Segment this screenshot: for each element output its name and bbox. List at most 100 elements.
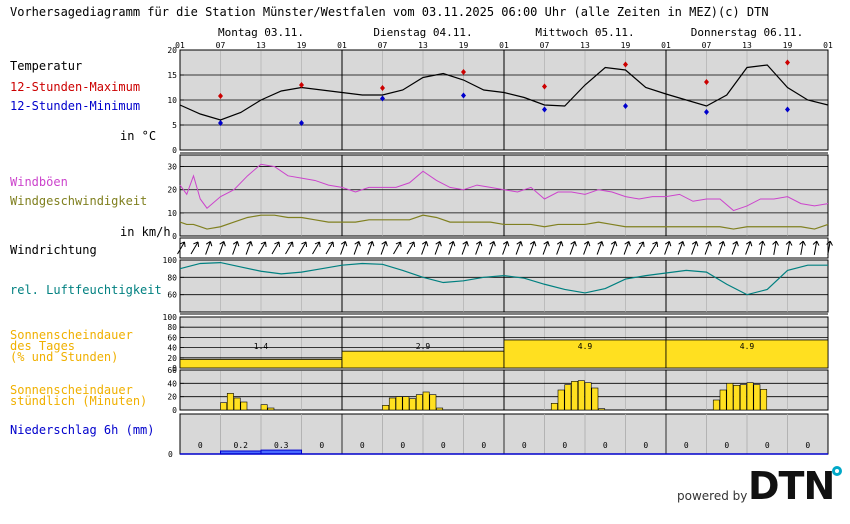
wind-direction-arrow-shape <box>406 241 416 255</box>
temperature-y-tick-label: 5 <box>172 121 177 130</box>
wind-direction-arrow-shape <box>367 241 375 255</box>
dtn-logo-dot-icon <box>832 466 842 476</box>
tmax-marker <box>785 59 790 66</box>
wind-direction-arrow-shape <box>664 241 672 255</box>
wind-direction-arrow <box>772 240 779 255</box>
hour-tick-label: 13 <box>418 41 428 50</box>
sun-hourly-bar <box>388 397 396 411</box>
wind-direction-arrow-shape <box>731 241 739 255</box>
label-sonne-std-2: stündlich (Minuten) <box>10 394 147 408</box>
wind-direction-arrow-shape <box>529 241 537 255</box>
tmin-marker <box>461 92 466 99</box>
wind-direction-arrow-shape <box>461 241 469 255</box>
sun-hourly-y-tick-label: 60 <box>167 366 177 375</box>
hour-tick-label: 07 <box>702 41 712 50</box>
wind-direction-arrow <box>731 241 739 255</box>
tmax-marker <box>299 82 304 88</box>
hour-tick-label: 19 <box>459 41 469 50</box>
wind-direction-arrow <box>556 241 564 255</box>
precip-value-label: 0 <box>805 441 810 450</box>
wind-direction-arrow-shape <box>649 241 659 255</box>
wind-direction-arrow-shape <box>718 241 726 255</box>
sun-daily-y-tick-label: 20 <box>167 354 177 363</box>
hour-tick-label: 01 <box>499 41 509 50</box>
wind-direction-arrow-shape <box>488 241 496 255</box>
day-header: Montag 03.11. <box>218 26 304 39</box>
sun-hourly-bar <box>733 385 741 411</box>
label-tmin: 12-Stunden-Minimum <box>10 99 140 113</box>
wind-direction-arrow-shape <box>596 241 604 255</box>
wind-direction-arrow-shape <box>245 241 253 255</box>
sun-hourly-bar <box>726 383 734 411</box>
wind-direction-arrow <box>298 241 308 255</box>
dtn-logo-text: DTN <box>748 464 835 508</box>
wind-direction-arrow-shape <box>312 241 321 255</box>
hour-tick-label: 19 <box>297 41 307 50</box>
sun-hourly-bar <box>226 393 234 411</box>
wind-direction-arrow-shape <box>610 241 618 255</box>
wind-direction-arrow <box>691 241 699 255</box>
wind-direction-arrow-shape <box>636 241 645 255</box>
wind-y-tick-label: 0 <box>172 232 177 241</box>
precip-value-label: 0 <box>603 441 608 450</box>
sun-hourly-bar <box>233 397 241 411</box>
wind-direction-arrow <box>515 241 523 255</box>
wind-direction-arrow-shape <box>434 241 442 255</box>
sun-daily-y-tick-label: 0 <box>172 364 177 373</box>
sun-hourly-bar <box>753 384 761 411</box>
precip-value-label: 0 <box>481 441 486 450</box>
tmin-marker <box>623 103 628 109</box>
wind-direction-arrow <box>502 241 510 255</box>
sun-hourly-bar <box>395 396 403 411</box>
label-sonne-tag-3: (% und Stunden) <box>10 350 118 364</box>
wind-direction-arrow-shape <box>393 241 402 255</box>
wind-direction-arrow <box>406 241 416 255</box>
wind-direction-arrow <box>434 241 442 255</box>
wind-direction-arrow-shape <box>799 240 806 255</box>
wind-direction-arrow <box>448 241 456 255</box>
sun-hourly-y-tick-label: 40 <box>167 379 177 388</box>
sun-hourly-bar <box>760 389 768 411</box>
wind-direction-arrow <box>367 241 375 255</box>
wind-direction-arrow-shape <box>772 240 779 255</box>
wind-direction-arrow-shape <box>340 241 348 255</box>
wind-direction-arrow-shape <box>271 241 281 255</box>
wind-direction-arrow <box>218 241 226 255</box>
humidity-y-tick-label: 60 <box>167 291 177 300</box>
tmax-marker <box>218 93 223 99</box>
sun-hourly-bar <box>436 407 444 411</box>
day-header: Donnerstag 06.11. <box>691 26 804 39</box>
precip-value-label: 0 <box>684 441 689 450</box>
wind-direction-arrow <box>177 241 186 255</box>
wind-direction-arrow-shape <box>475 241 483 255</box>
sun-hourly-bar <box>422 391 430 411</box>
humidity-y-tick-label: 100 <box>163 256 178 265</box>
sun-hourly-bar <box>409 398 417 411</box>
hour-tick-label: 19 <box>783 41 793 50</box>
sun-hourly-bar <box>557 389 565 411</box>
sun-hourly-y-tick-label: 0 <box>172 406 177 415</box>
wind-direction-arrow-shape <box>232 241 240 255</box>
page-title: Vorhersagediagramm für die Station Münst… <box>10 5 719 19</box>
label-windrichtung: Windrichtung <box>10 243 97 257</box>
label-sonne-tag-2: des Tages <box>10 339 75 353</box>
tmax-marker <box>623 61 628 68</box>
tmin-marker <box>380 95 385 102</box>
label-temperatur: Temperatur <box>10 59 82 73</box>
wind-direction-arrow <box>704 241 712 255</box>
precip-value-label: 0 <box>562 441 567 450</box>
wind-direction-arrow <box>340 241 348 255</box>
tmin-marker <box>704 109 709 115</box>
wind-direction-arrow <box>664 241 672 255</box>
label-tmax: 12-Stunden-Maximum <box>10 80 140 94</box>
sun-hourly-bar <box>550 403 558 411</box>
wind-direction-arrow-shape <box>205 241 213 255</box>
wind-direction-arrow <box>190 241 200 255</box>
hour-tick-label: 01 <box>823 41 833 50</box>
precip-value-label: 0 <box>765 441 770 450</box>
sun-daily-hours-label: 4.9 <box>578 342 593 351</box>
sun-daily-bar <box>665 339 829 369</box>
footer-powered-by: powered by <box>677 489 748 503</box>
temperature-y-tick-label: 15 <box>167 71 177 80</box>
